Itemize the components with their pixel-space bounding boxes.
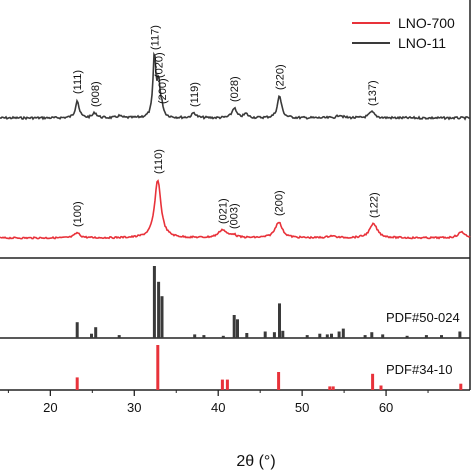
reference-stick-pdf-50 [272,332,276,338]
x-tick-label: 20 [43,400,57,415]
legend-label-lno-700: LNO-700 [398,15,455,31]
reference-stick-pdf-50 [236,319,239,338]
peak-label: (200) [274,190,286,216]
reference-stick-pdf-34 [328,386,332,390]
legend-label-lno-11: LNO-11 [398,35,446,51]
reference-stick-pdf-50 [405,335,409,338]
reference-stick-pdf-34 [156,345,160,390]
x-axis-title: 2θ (°) [236,453,275,470]
peak-label: (122) [369,192,381,218]
reference-stick-pdf-50 [263,331,267,338]
reference-stick-pdf-50 [330,333,333,338]
x-tick-label: 40 [211,400,225,415]
reference-stick-pdf-50 [278,303,281,338]
peak-label: (220) [275,64,287,90]
peak-label: (021) [217,198,229,224]
reference-stick-pdf-50 [440,335,443,338]
x-tick-label: 50 [295,400,309,415]
reference-stick-pdf-34 [331,386,335,390]
reference-stick-pdf-50 [160,296,164,338]
reference-stick-pdf-34 [277,372,281,390]
labels-layer: (111) (008)(117)(020)(200) (119) (028) (220)… [72,25,460,377]
reference-stick-pdf-50 [381,334,385,338]
legend: LNO-700 LNO-11 [352,15,455,51]
reference-stick-pdf-34 [225,379,229,390]
reference-label-pdf-34: PDF#34-10 [386,362,452,377]
reference-stick-pdf-50 [325,334,329,338]
reference-stick-pdf-50 [232,315,236,338]
reference-stick-pdf-34 [220,379,224,390]
peak-label: (020) [154,52,166,78]
series-line-lno-11 [0,51,471,121]
reference-stick-pdf-50 [370,332,374,338]
peak-label: (028) [229,76,241,102]
reference-stick-pdf-50 [341,328,345,338]
reference-stick-pdf-50 [318,333,322,338]
marks-layer [0,51,471,390]
reference-stick-pdf-50 [363,335,367,338]
peak-label: (111) [72,70,84,94]
reference-label-pdf-50: PDF#50-024 [386,310,460,325]
reference-stick-pdf-50 [157,281,161,338]
reference-stick-pdf-50 [202,335,206,338]
reference-stick-pdf-50 [221,335,225,338]
reference-stick-pdf-50 [281,330,285,338]
reference-stick-pdf-50 [193,334,197,338]
peak-label: (100) [72,201,84,227]
reference-stick-pdf-50 [94,327,98,338]
reference-stick-pdf-50 [458,331,462,338]
x-tick-label: 60 [379,400,393,415]
x-tick-label: 30 [127,400,141,415]
reference-stick-pdf-50 [305,335,309,338]
reference-stick-pdf-50 [152,266,156,338]
reference-stick-pdf-34 [75,377,79,390]
reference-stick-pdf-50 [75,322,79,338]
peak-label: (119) [189,82,201,107]
reference-stick-pdf-50 [424,335,428,338]
peak-label: (008) [90,81,102,107]
peak-label: (110) [153,149,165,174]
x-axis-ticks: 20 30 40 50 60 [7,390,429,415]
reference-stick-pdf-50 [245,333,249,338]
reference-stick-pdf-50 [337,331,341,338]
peak-label: (137) [367,80,379,106]
peak-label: (200) [157,78,169,104]
reference-stick-pdf-50 [90,333,93,338]
reference-stick-pdf-34 [459,383,463,390]
peak-label: (003) [228,203,240,229]
reference-stick-pdf-50 [117,335,121,338]
peak-label: (117) [149,25,161,50]
reference-stick-pdf-34 [379,385,383,390]
reference-stick-pdf-34 [371,373,375,390]
series-line-lno-700 [0,179,471,240]
